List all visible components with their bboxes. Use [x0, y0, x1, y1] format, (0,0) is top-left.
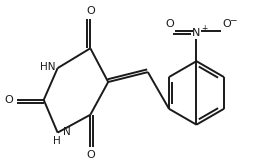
- Text: N: N: [63, 127, 70, 137]
- Text: O: O: [86, 151, 95, 160]
- Text: +: +: [201, 24, 208, 33]
- Text: O: O: [4, 95, 13, 105]
- Text: −: −: [229, 15, 237, 25]
- Text: O: O: [222, 19, 231, 29]
- Text: HN: HN: [40, 62, 56, 72]
- Text: N: N: [192, 28, 201, 38]
- Text: O: O: [86, 6, 95, 16]
- Text: O: O: [165, 19, 174, 29]
- Text: H: H: [53, 136, 61, 145]
